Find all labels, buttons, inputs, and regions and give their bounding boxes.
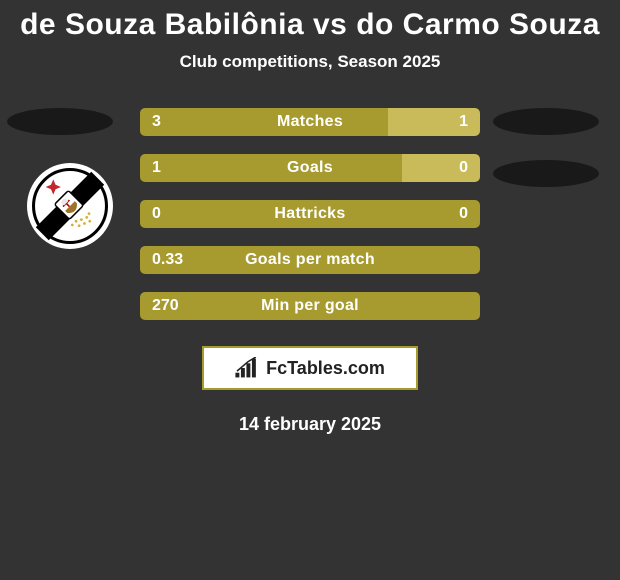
club-badge-vasco [27,163,113,249]
vasco-crest-icon [32,168,108,244]
stat-left-value: 1 [140,154,402,182]
fctables-watermark: FcTables.com [202,346,418,390]
bar-chart-icon [235,357,261,379]
left-logo-placeholder-1 [7,108,113,135]
stat-right-value: 1 [388,108,480,136]
subtitle: Club competitions, Season 2025 [0,52,620,72]
page-title: de Souza Babilônia vs do Carmo Souza [0,0,620,42]
stat-row: 0.33Goals per match [140,246,480,274]
stat-right-value: 0 [459,205,468,223]
fctables-label: FcTables.com [266,358,385,379]
right-logo-placeholder-2 [493,160,599,187]
stat-bars: 31Matches 10Goals 00Hattricks 0.33Goals per… [140,108,480,338]
right-logo-placeholder-1 [493,108,599,135]
date-label: 14 february 2025 [0,414,620,435]
stat-row: 31Matches [140,108,480,136]
stat-left-value: 270 [140,292,480,320]
stat-right-value: 0 [402,154,480,182]
stat-left-value: 3 [140,108,388,136]
stat-left-value: 00 [140,200,480,228]
stat-row: 270Min per goal [140,292,480,320]
stat-left-value: 0.33 [140,246,480,274]
stat-row: 00Hattricks [140,200,480,228]
stat-row: 10Goals [140,154,480,182]
comparison-card: de Souza Babilônia vs do Carmo Souza Clu… [0,0,620,580]
